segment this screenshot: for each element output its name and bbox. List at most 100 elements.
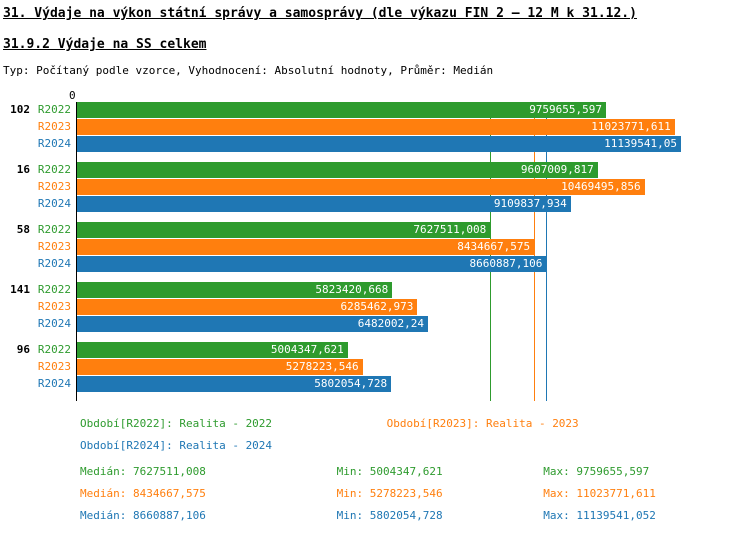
bar-value-label: 5278223,546 (285, 360, 359, 373)
series-label: R2023 (37, 180, 71, 193)
legend-item-r2023: Období[R2023]: Realita - 2023 (386, 417, 579, 430)
y-axis-line (76, 102, 77, 401)
series-label: R2022 (37, 283, 71, 296)
bar-row: 58 R2022 7627511,008 (0, 222, 750, 238)
bar-track: 5823420,668 (76, 282, 681, 298)
row-labels: 96 R2022 (0, 342, 76, 358)
bar-track: 5004347,621 (76, 342, 681, 358)
bar-r2022-141: 5823420,668 (76, 282, 393, 298)
row-labels: 141 R2022 (0, 282, 76, 298)
bar-track: 8434667,575 (76, 239, 681, 255)
stat-median-r2023: Medián: 8434667,575 (80, 487, 206, 500)
bar-row: R2024 9109837,934 (0, 196, 750, 212)
bar-track: 7627511,008 (76, 222, 681, 238)
bar-track: 9759655,597 (76, 102, 681, 118)
median-line-r2024 (546, 102, 548, 401)
category-label (0, 136, 30, 152)
row-labels: R2024 (0, 256, 76, 272)
legend-item-r2024: Období[R2024]: Realita - 2024 (80, 439, 273, 452)
bar-track: 6482002,24 (76, 316, 681, 332)
row-labels: 16 R2022 (0, 162, 76, 178)
bar-row: R2024 11139541,05 (0, 136, 750, 152)
series-label: R2022 (37, 343, 71, 356)
bar-r2024-96: 5802054,728 (76, 376, 392, 392)
category-label (0, 359, 30, 375)
bar-row: R2024 5802054,728 (0, 376, 750, 392)
stat-median-r2024: Medián: 8660887,106 (80, 509, 206, 522)
bar-value-label: 9109837,934 (493, 197, 567, 210)
bar-value-label: 5823420,668 (315, 283, 389, 296)
bar-groups: 102 R2022 9759655,597 R2023 11023771,611 R202… (0, 102, 750, 392)
bar-track: 9109837,934 (76, 196, 681, 212)
bar-group: 58 R2022 7627511,008 R2023 8434667,575 R2024 8… (0, 222, 750, 272)
bar-group: 16 R2022 9607009,817 R2023 10469495,856 R2024… (0, 162, 750, 212)
stat-min-r2022: Min: 5004347,621 (336, 465, 443, 478)
bar-r2023-102: 11023771,611 (76, 119, 675, 135)
category-label (0, 239, 30, 255)
row-labels: R2023 (0, 299, 76, 315)
category-label: 58 (16, 223, 30, 236)
bar-r2024-16: 9109837,934 (76, 196, 571, 212)
series-label: R2023 (37, 240, 71, 253)
x-axis-zero-label: 0 (69, 89, 76, 102)
bar-value-label: 7627511,008 (413, 223, 487, 236)
bar-group: 102 R2022 9759655,597 R2023 11023771,611 R202… (0, 102, 750, 152)
stats-row-r2024: Medián: 8660887,106 Min: 5802054,728 Max… (80, 505, 750, 527)
legend-row: Období[R2022]: Realita - 2022 Období[R20… (80, 413, 750, 435)
bar-r2024-58: 8660887,106 (76, 256, 547, 272)
bar-row: 16 R2022 9607009,817 (0, 162, 750, 178)
stats-table: Medián: 7627511,008 Min: 5004347,621 Max… (80, 461, 750, 527)
series-label: R2023 (37, 360, 71, 373)
bar-r2023-96: 5278223,546 (76, 359, 363, 375)
stats-row-r2023: Medián: 8434667,575 Min: 5278223,546 Max… (80, 483, 750, 505)
series-label: R2023 (37, 300, 71, 313)
legend-item-r2022: Období[R2022]: Realita - 2022 (80, 417, 273, 430)
category-label (0, 179, 30, 195)
bar-value-label: 10469495,856 (561, 180, 641, 193)
report-title: 31. Výdaje na výkon státní správy a samo… (3, 6, 637, 21)
bar-group: 141 R2022 5823420,668 R2023 6285462,973 R2024… (0, 282, 750, 332)
category-label (0, 376, 30, 392)
chart-legend: Období[R2022]: Realita - 2022 Období[R20… (80, 413, 750, 457)
bar-track: 8660887,106 (76, 256, 681, 272)
series-label: R2024 (37, 317, 71, 330)
series-label: R2024 (37, 137, 71, 150)
bar-value-label: 8660887,106 (469, 257, 543, 270)
bar-row: R2023 8434667,575 (0, 239, 750, 255)
stat-median-r2022: Medián: 7627511,008 (80, 465, 206, 478)
bar-track: 9607009,817 (76, 162, 681, 178)
bar-r2022-16: 9607009,817 (76, 162, 598, 178)
chart-subtitle: 31.9.2 Výdaje na SS celkem (3, 37, 207, 52)
row-labels: R2023 (0, 239, 76, 255)
bar-row: 141 R2022 5823420,668 (0, 282, 750, 298)
bar-value-label: 5802054,728 (314, 377, 388, 390)
bar-r2022-102: 9759655,597 (76, 102, 607, 118)
bar-group: 96 R2022 5004347,621 R2023 5278223,546 R2024 5… (0, 342, 750, 392)
series-label: R2022 (37, 223, 71, 236)
bar-r2024-102: 11139541,05 (76, 136, 681, 152)
bar-r2022-96: 5004347,621 (76, 342, 348, 358)
category-label: 96 (16, 343, 30, 356)
category-label (0, 316, 30, 332)
bar-r2023-16: 10469495,856 (76, 179, 645, 195)
category-label: 102 (10, 103, 30, 116)
bar-value-label: 8434667,575 (457, 240, 531, 253)
row-labels: R2024 (0, 376, 76, 392)
stat-min-r2024: Min: 5802054,728 (336, 509, 443, 522)
series-label: R2024 (37, 197, 71, 210)
stats-row-r2022: Medián: 7627511,008 Min: 5004347,621 Max… (80, 461, 750, 483)
bar-row: 96 R2022 5004347,621 (0, 342, 750, 358)
row-labels: R2023 (0, 119, 76, 135)
row-labels: R2024 (0, 196, 76, 212)
bar-r2022-58: 7627511,008 (76, 222, 491, 238)
series-label: R2022 (37, 163, 71, 176)
bar-track: 6285462,973 (76, 299, 681, 315)
row-labels: R2024 (0, 136, 76, 152)
bar-row: R2023 10469495,856 (0, 179, 750, 195)
bar-r2023-141: 6285462,973 (76, 299, 418, 315)
median-line-r2023 (534, 102, 536, 401)
legend-row: Období[R2024]: Realita - 2024 (80, 435, 750, 457)
stat-max-r2022: Max: 9759655,597 (543, 465, 650, 478)
category-label: 16 (16, 163, 30, 176)
